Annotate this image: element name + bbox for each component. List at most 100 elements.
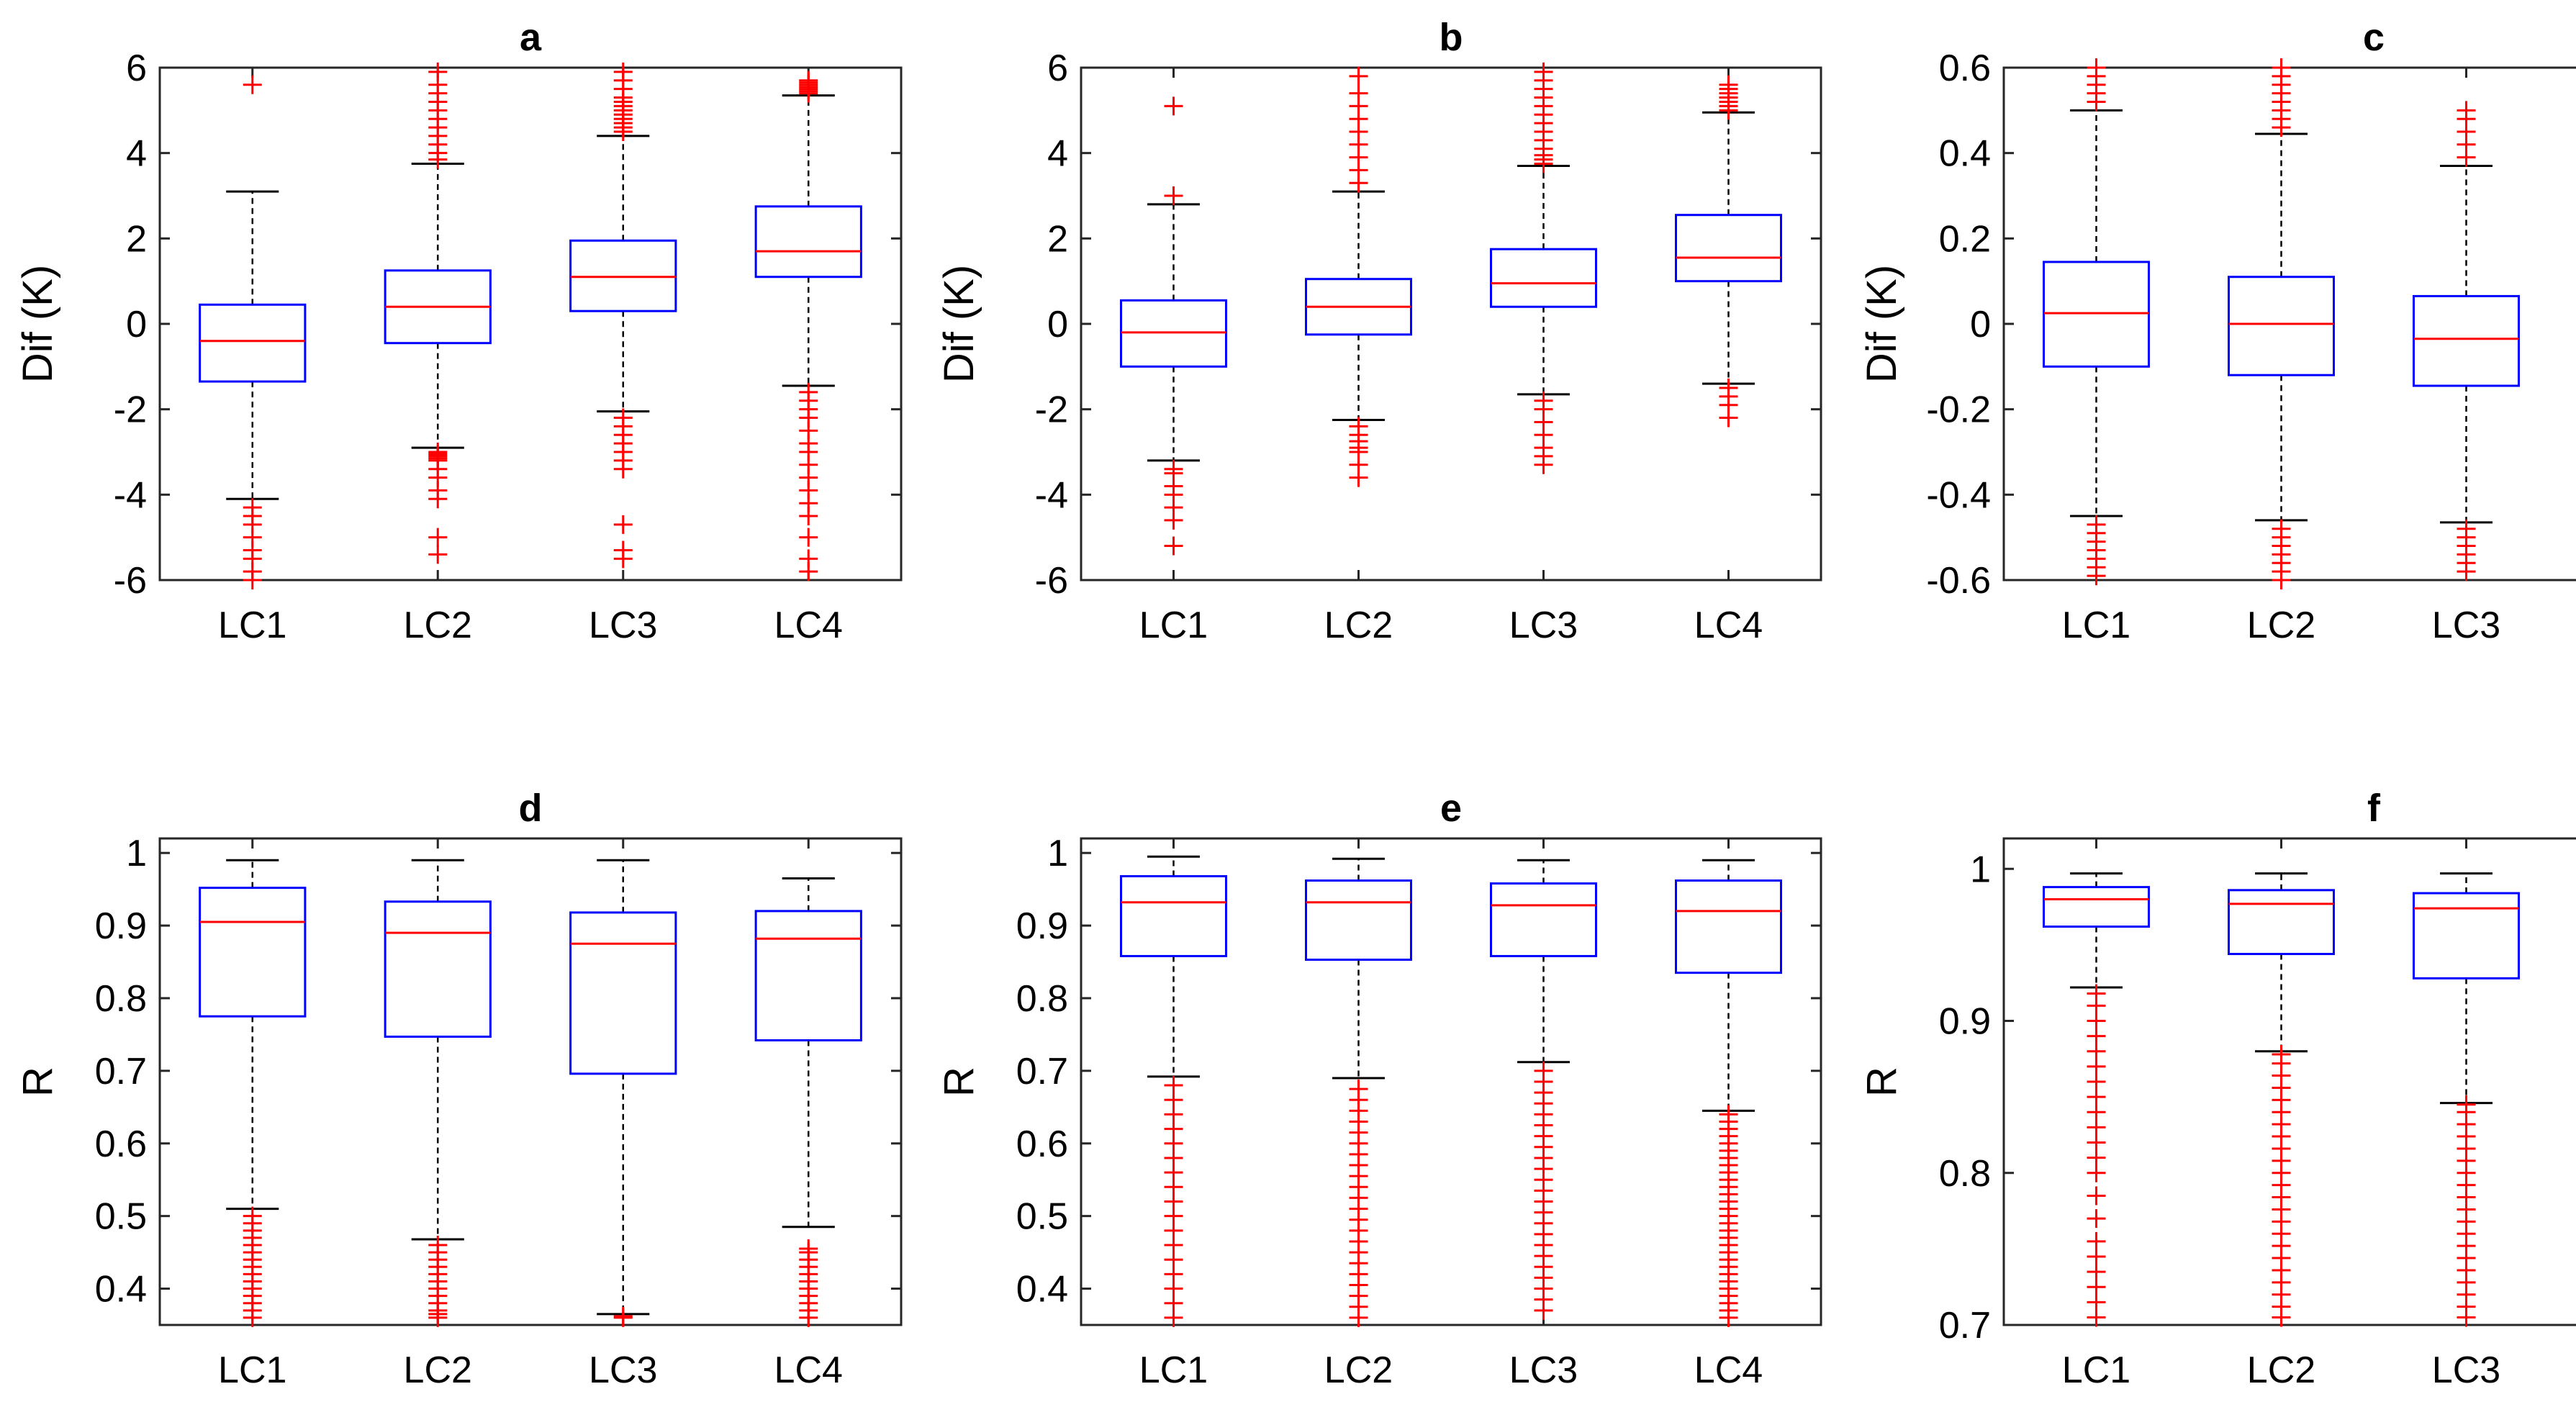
outlier-point (2457, 101, 2476, 120)
y-tick-label: 0.7 (95, 1051, 147, 1092)
x-tick-label: LC2 (1324, 1349, 1393, 1391)
outlier-point (2087, 566, 2106, 586)
y-tick-label: 0.2 (1939, 218, 1991, 260)
y-tick-label: 1 (1970, 849, 1991, 890)
x-tick-label: LC4 (774, 605, 843, 646)
y-tick-label: -2 (114, 389, 147, 431)
outlier-point (1534, 1061, 1553, 1080)
outlier-point (613, 62, 633, 81)
x-tick-label: LC4 (1694, 1349, 1763, 1391)
iqr-box (2228, 889, 2335, 956)
iqr-box (199, 887, 307, 1018)
outlier-point (2272, 571, 2291, 589)
y-tick-label: 0.9 (95, 905, 147, 947)
box-LC4 (1675, 859, 1782, 1327)
panel-title: a (520, 16, 542, 59)
x-tick-label: LC4 (1694, 605, 1763, 646)
panel-e: e R 0.4 0.5 0.6 0.7 0.8 0.9 1 LC1 LC2 LC3 LC4 (936, 787, 1822, 1391)
y-tick-label: 0 (1047, 304, 1068, 345)
outlier-point (1349, 468, 1368, 487)
y-tick-label: 0.4 (95, 1269, 147, 1311)
outlier-point (1164, 186, 1183, 205)
outlier-point (613, 1306, 633, 1326)
iqr-box (199, 303, 307, 383)
x-tick-label: LC3 (2432, 1349, 2500, 1391)
y-tick-label: -0.2 (1926, 389, 1991, 431)
outlier-point (1719, 1105, 1738, 1124)
x-tick-label: LC1 (2062, 605, 2130, 646)
iqr-box (569, 911, 677, 1075)
panel-a: a Dif (K) -6 -4 -2 0 2 4 6 LC1 LC2 LC3 LC4 (14, 16, 903, 646)
x-tick-label: LC1 (218, 605, 286, 646)
outlier-point (1349, 66, 1368, 86)
y-tick-label: 0.6 (1939, 47, 1991, 89)
axes-frame (1080, 837, 1822, 1326)
x-tick-label: LC3 (589, 605, 657, 646)
outlier-point (1349, 83, 1368, 103)
y-tick-label: 0.9 (1016, 905, 1068, 947)
box-LC2 (1305, 66, 1412, 487)
panel-title: b (1440, 16, 1463, 59)
outlier-point (1349, 1080, 1368, 1099)
outlier-point (243, 75, 262, 94)
y-axis-label: R (14, 1067, 61, 1097)
box-LC2 (384, 859, 492, 1327)
panel-d: d R 0.4 0.5 0.6 0.7 0.8 0.9 1 LC1 LC2 LC3 LC4 (14, 787, 903, 1391)
iqr-box (2043, 886, 2150, 928)
y-tick-label: 0.4 (1016, 1269, 1068, 1311)
y-tick-label: 2 (1047, 218, 1068, 260)
iqr-box (1120, 874, 1227, 957)
x-tick-label: LC3 (589, 1349, 657, 1391)
outlier-point (428, 545, 448, 564)
y-axis-label: R (1858, 1067, 1905, 1097)
outlier-point (2457, 562, 2476, 582)
outlier-point (2272, 1044, 2291, 1064)
y-tick-label: 4 (126, 133, 147, 175)
y-tick-label: -4 (114, 474, 147, 516)
x-tick-label: LC2 (404, 1349, 472, 1391)
y-tick-label: 1 (1047, 833, 1068, 874)
axes-frame (2002, 837, 2576, 1326)
box-LC1 (1120, 855, 1227, 1327)
x-tick-label: LC2 (2247, 605, 2315, 646)
outlier-point (799, 528, 818, 547)
outlier-point (2087, 1231, 2106, 1251)
box-LC3 (569, 62, 677, 569)
x-tick-label: LC2 (404, 605, 472, 646)
iqr-box (1305, 879, 1412, 961)
y-tick-label: 0.8 (95, 978, 147, 1020)
outlier-point (1164, 1076, 1183, 1095)
y-tick-label: 0.8 (1016, 978, 1068, 1020)
y-tick-label: 0.5 (1016, 1196, 1068, 1238)
y-axis-label: Dif (K) (14, 265, 61, 383)
box-LC2 (384, 62, 492, 564)
outlier-point (2087, 1209, 2106, 1229)
y-tick-label: 6 (1047, 47, 1068, 89)
box-LC2 (1305, 857, 1412, 1327)
outlier-point (2272, 58, 2291, 77)
x-tick-label: LC3 (1509, 1349, 1578, 1391)
y-tick-label: 6 (126, 47, 147, 89)
y-tick-label: 0.4 (1939, 133, 1991, 175)
x-tick-label: LC2 (2247, 1349, 2315, 1391)
box-LC3 (1490, 859, 1597, 1320)
y-tick-label: 2 (126, 218, 147, 260)
outlier-point (428, 489, 448, 509)
box-LC1 (1120, 96, 1227, 556)
x-tick-label: LC3 (1509, 605, 1578, 646)
x-tick-label: LC2 (1324, 605, 1393, 646)
outlier-point (613, 459, 633, 479)
iqr-box (2413, 892, 2520, 980)
outlier-point (613, 549, 633, 569)
outlier-point (428, 528, 448, 547)
y-axis-label: R (936, 1067, 982, 1097)
box-LC3 (2413, 101, 2520, 582)
box-LC1 (2043, 58, 2150, 586)
panel-b: b Dif (K) -6 -4 -2 0 2 4 6 LC1 LC2 LC3 LC4 (936, 16, 1822, 646)
outlier-point (1164, 96, 1183, 116)
outlier-point (799, 507, 818, 525)
y-tick-label: 0.7 (1939, 1305, 1991, 1347)
y-tick-label: 0.6 (1016, 1123, 1068, 1165)
outlier-point (799, 1239, 818, 1259)
